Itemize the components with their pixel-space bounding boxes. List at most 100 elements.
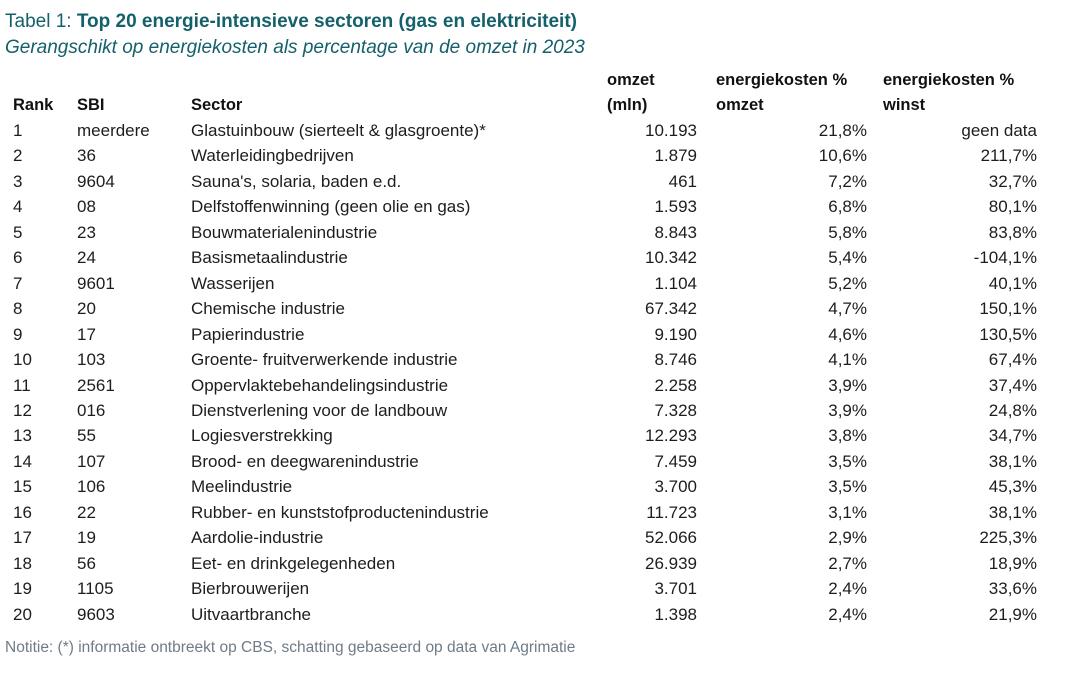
cell-rank: 6 xyxy=(13,248,23,268)
cell-sbi: 19 xyxy=(77,528,96,548)
cell-omzet: 9.190 xyxy=(654,324,697,344)
cell-energiekosten-winst: 150,1% xyxy=(979,299,1037,319)
table-row: 11 2561 Oppervlaktebehandelingsindustrie… xyxy=(13,373,1048,398)
cell-energiekosten-omzet: 6,8% xyxy=(828,197,867,217)
cell-energiekosten-winst: 34,7% xyxy=(988,426,1037,446)
col-header-energiekosten-winst-line1: energiekosten % xyxy=(883,71,1015,89)
cell-energiekosten-winst: 18,9% xyxy=(988,553,1037,573)
table-row: 18 56 Eet- en drinkgelegenheden 26.939 2… xyxy=(13,551,1048,576)
cell-omzet: 2.258 xyxy=(654,375,697,395)
cell-sector: Groente- fruitverwerkende industrie xyxy=(191,350,458,370)
table-title-prefix: Tabel 1: xyxy=(5,11,77,32)
cell-energiekosten-omzet: 2,9% xyxy=(828,528,867,548)
cell-sector: Wasserijen xyxy=(191,273,275,293)
cell-energiekosten-omzet: 3,9% xyxy=(828,400,867,420)
cell-sbi: 106 xyxy=(77,477,106,497)
cell-rank: 5 xyxy=(13,222,23,242)
cell-rank: 7 xyxy=(13,273,23,293)
table-row: 16 22 Rubber- en kunststofproductenindus… xyxy=(13,500,1048,525)
col-header-omzet-line2: (mln) xyxy=(607,96,648,114)
col-header-energiekosten-winst-line2: winst xyxy=(883,96,926,114)
cell-sector: Eet- en drinkgelegenheden xyxy=(191,553,396,573)
table-row: 6 24 Basismetaalindustrie 10.342 5,4% -1… xyxy=(13,245,1048,270)
cell-omzet: 10.193 xyxy=(645,121,697,140)
col-header-energiekosten-omzet-line1: energiekosten % xyxy=(716,71,848,89)
cell-sbi: 56 xyxy=(77,553,96,573)
cell-sbi: 1105 xyxy=(77,579,114,599)
cell-energiekosten-omzet: 10,6% xyxy=(818,146,867,166)
cell-rank: 14 xyxy=(13,451,32,471)
cell-sbi: 103 xyxy=(77,350,106,370)
cell-rank: 10 xyxy=(13,350,32,370)
cell-rank: 2 xyxy=(13,146,23,166)
cell-sector: Delfstoffenwinning (geen olie en gas) xyxy=(191,197,471,217)
cell-energiekosten-winst: -104,1% xyxy=(973,248,1037,268)
header-row: Rank SBI Sector omzet (mln) energiekoste… xyxy=(13,68,1048,118)
cell-sbi: meerdere xyxy=(77,121,150,140)
cell-rank: 15 xyxy=(13,477,32,497)
cell-sector: Dienstverlening voor de landbouw xyxy=(191,400,448,420)
cell-energiekosten-omzet: 3,5% xyxy=(828,451,867,471)
cell-sbi: 9604 xyxy=(77,171,115,191)
cell-sbi: 17 xyxy=(77,324,96,344)
cell-sector: Aardolie-industrie xyxy=(191,528,324,548)
cell-rank: 1 xyxy=(13,121,23,140)
table-title-main: Top 20 energie-intensieve sectoren (gas … xyxy=(76,11,577,32)
cell-omzet: 1.104 xyxy=(654,273,697,293)
table-row: 2 36 Waterleidingbedrijven 1.879 10,6% 2… xyxy=(13,143,1048,168)
cell-energiekosten-omzet: 3,5% xyxy=(828,477,867,497)
col-header-omzet: omzet (mln) xyxy=(599,68,709,118)
cell-omzet: 8.746 xyxy=(654,350,697,370)
table-row: 5 23 Bouwmaterialenindustrie 8.843 5,8% … xyxy=(13,220,1048,245)
cell-sbi: 55 xyxy=(77,426,96,446)
table-row: 7 9601 Wasserijen 1.104 5,2% 40,1% xyxy=(13,271,1048,296)
cell-energiekosten-winst: 80,1% xyxy=(988,197,1037,217)
cell-omzet: 67.342 xyxy=(645,299,697,319)
cell-sector: Glastuinbouw (sierteelt & glasgroente)* xyxy=(191,121,486,140)
table-row: 15 106 Meelindustrie 3.700 3,5% 45,3% xyxy=(13,474,1048,499)
col-header-energiekosten-winst: energiekosten % winst xyxy=(879,68,1048,118)
cell-sector: Meelindustrie xyxy=(191,477,293,497)
cell-energiekosten-omzet: 3,9% xyxy=(828,375,867,395)
table-row: 19 1105 Bierbrouwerijen 3.701 2,4% 33,6% xyxy=(13,576,1048,601)
cell-sector: Papierindustrie xyxy=(191,324,305,344)
cell-omzet: 1.398 xyxy=(654,604,697,624)
cell-energiekosten-winst: 130,5% xyxy=(979,324,1037,344)
cell-rank: 18 xyxy=(13,553,32,573)
table-row: 12 016 Dienstverlening voor de landbouw … xyxy=(13,398,1048,423)
cell-energiekosten-omzet: 5,4% xyxy=(828,248,867,268)
col-header-rank: Rank xyxy=(13,68,77,118)
cell-energiekosten-omzet: 2,4% xyxy=(828,604,867,624)
col-header-sbi-label: SBI xyxy=(77,96,105,114)
cell-rank: 11 xyxy=(13,375,31,395)
cell-energiekosten-omzet: 21,8% xyxy=(818,121,867,140)
cell-rank: 17 xyxy=(13,528,32,548)
col-header-energiekosten-omzet: energiekosten % omzet xyxy=(709,68,879,118)
table-header: Rank SBI Sector omzet (mln) energiekoste… xyxy=(13,68,1048,118)
cell-energiekosten-omzet: 3,8% xyxy=(828,426,867,446)
cell-rank: 8 xyxy=(13,299,23,319)
cell-omzet: 52.066 xyxy=(645,528,697,548)
cell-energiekosten-omzet: 7,2% xyxy=(828,171,867,191)
cell-sector: Chemische industrie xyxy=(191,299,346,319)
cell-energiekosten-omzet: 4,1% xyxy=(828,350,867,370)
cell-sbi: 9601 xyxy=(77,273,115,293)
col-header-rank-label: Rank xyxy=(13,96,54,114)
cell-sector: Uitvaartbranche xyxy=(191,604,312,624)
cell-omzet: 3.701 xyxy=(654,579,697,599)
table-row: 4 08 Delfstoffenwinning (geen olie en ga… xyxy=(13,194,1048,219)
cell-omzet: 7.328 xyxy=(654,400,697,420)
cell-sbi: 2561 xyxy=(77,375,115,395)
cell-energiekosten-winst: 21,9% xyxy=(988,604,1037,624)
cell-energiekosten-omzet: 4,7% xyxy=(828,299,867,319)
cell-energiekosten-winst: 45,3% xyxy=(988,477,1037,497)
cell-energiekosten-winst: 32,7% xyxy=(988,171,1037,191)
cell-energiekosten-winst: 38,1% xyxy=(988,502,1037,522)
cell-energiekosten-winst: 225,3% xyxy=(979,528,1037,548)
cell-rank: 16 xyxy=(13,502,32,522)
cell-rank: 4 xyxy=(13,197,23,217)
cell-rank: 3 xyxy=(13,171,23,191)
cell-omzet: 8.843 xyxy=(654,222,697,242)
cell-omzet: 3.700 xyxy=(654,477,697,497)
cell-omzet: 7.459 xyxy=(654,451,697,471)
